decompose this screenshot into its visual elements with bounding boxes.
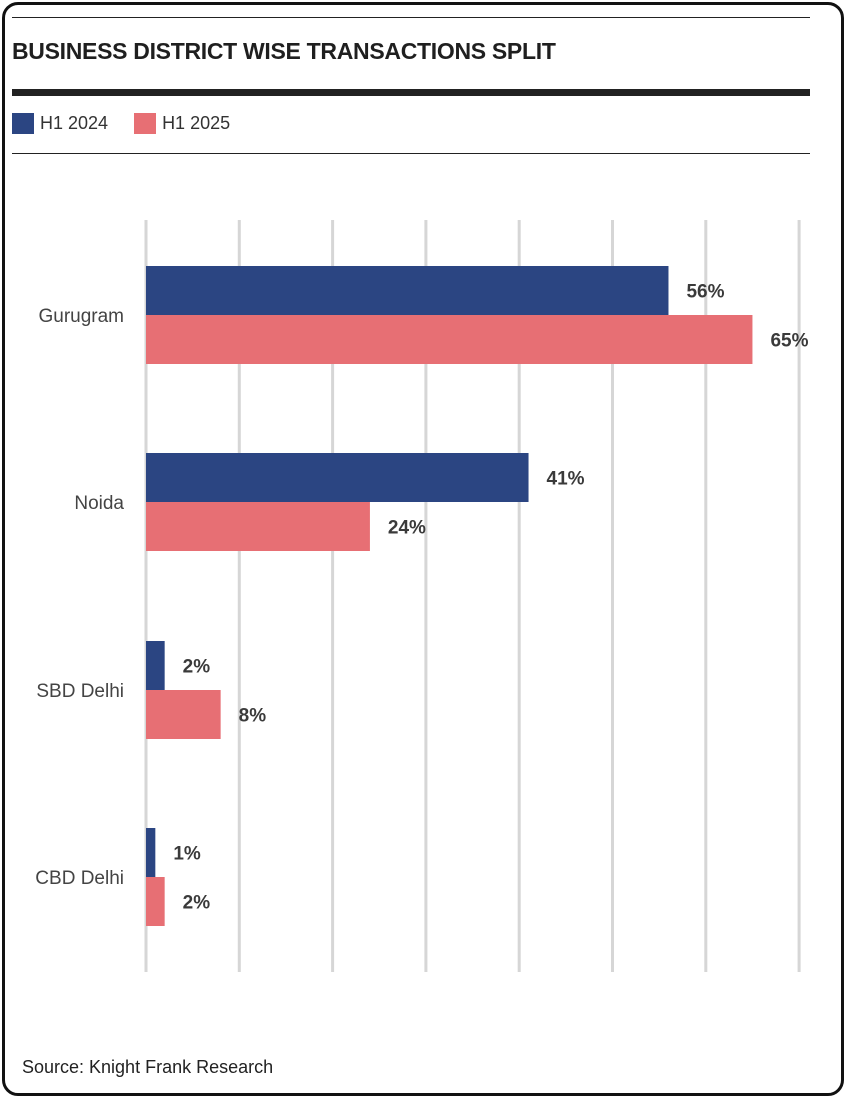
value-label-cbd-delhi-h1-2025: 2% (183, 893, 211, 914)
bar-sbd-delhi-h1-2025 (146, 690, 221, 739)
value-label-gurugram-h1-2024: 56% (686, 282, 724, 303)
value-label-noida-h1-2025: 24% (388, 518, 426, 539)
value-label-gurugram-h1-2025: 65% (770, 331, 808, 352)
bar-cbd-delhi-h1-2024 (146, 828, 156, 877)
legend-item-h1-2025: H1 2025 (134, 113, 230, 134)
legend: H1 2024 H1 2025 (12, 113, 256, 134)
top-divider (12, 17, 810, 18)
source-note: Source: Knight Frank Research (22, 1057, 274, 1077)
card-frame (2, 2, 844, 1096)
chart-title: BUSINESS DISTRICT WISE TRANSACTIONS SPLI… (12, 38, 556, 64)
legend-label-h1-2024: H1 2024 (40, 113, 109, 133)
bar-gurugram-h1-2025 (146, 315, 753, 364)
category-label-gurugram: Gurugram (38, 306, 124, 327)
bar-gurugram-h1-2024 (146, 266, 669, 315)
bar-sbd-delhi-h1-2024 (146, 641, 165, 690)
bar-cbd-delhi-h1-2025 (146, 877, 165, 926)
value-label-noida-h1-2024: 41% (547, 469, 585, 490)
bar-noida-h1-2024 (146, 453, 529, 502)
category-label-noida: Noida (74, 493, 124, 514)
legend-divider (12, 153, 810, 154)
bar-noida-h1-2025 (146, 502, 370, 551)
category-label-sbd-delhi: SBD Delhi (36, 681, 124, 702)
value-label-cbd-delhi-h1-2024: 1% (173, 844, 201, 865)
legend-item-h1-2024: H1 2024 (12, 113, 108, 134)
title-divider (12, 89, 810, 96)
legend-swatch-h1-2025 (134, 113, 157, 134)
value-label-sbd-delhi-h1-2025: 8% (239, 706, 267, 727)
legend-label-h1-2025: H1 2025 (162, 113, 231, 133)
legend-swatch-h1-2024 (12, 113, 34, 134)
category-label-cbd-delhi: CBD Delhi (35, 868, 124, 889)
value-label-sbd-delhi-h1-2024: 2% (183, 657, 211, 678)
